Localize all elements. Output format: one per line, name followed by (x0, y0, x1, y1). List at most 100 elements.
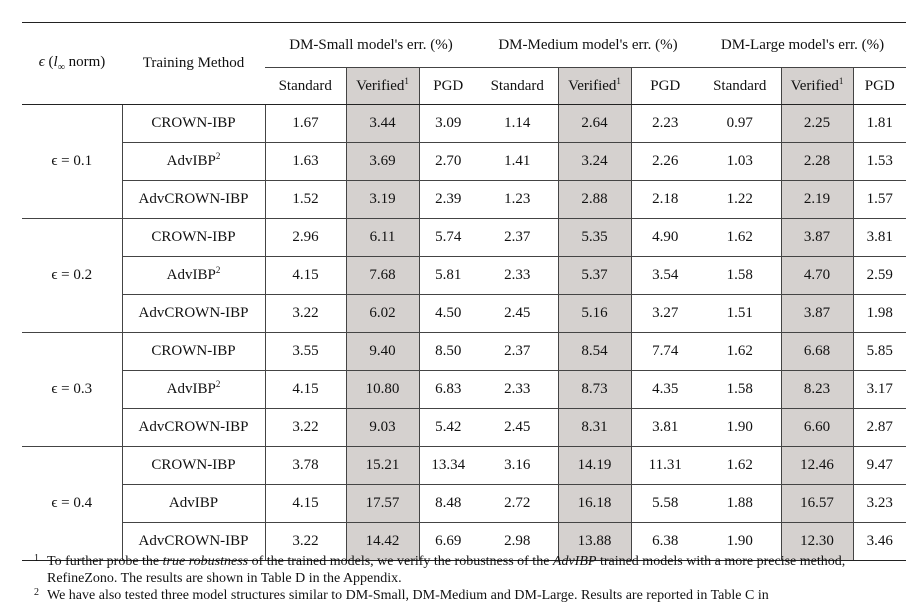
cell-large-standard: 1.58 (699, 370, 782, 409)
cell-large-pgd: 1.57 (853, 180, 906, 219)
cell-small-pgd: 2.39 (419, 180, 477, 219)
cell-large-pgd: 9.47 (853, 446, 906, 485)
cell-large-pgd: 5.85 (853, 332, 906, 371)
method-label: CROWN-IBP (151, 343, 236, 359)
method-label: AdvCROWN-IBP (138, 419, 249, 435)
method-footnote-mark: 2 (215, 265, 221, 275)
cell-medium-pgd: 4.90 (631, 218, 699, 257)
cell-small-pgd: 5.42 (419, 408, 477, 447)
cell-large-pgd: 1.98 (853, 294, 906, 333)
footnote-1-text-c: trained models with a more precise metho… (47, 554, 846, 586)
subheader-pgd-label: PGD (433, 77, 464, 94)
cell-small-verified: 14.42 (346, 522, 420, 561)
subheader-verified: Verified1 (346, 67, 420, 105)
cell-medium-verified: 5.16 (558, 294, 632, 333)
cell-medium-standard: 2.37 (477, 332, 559, 371)
cell-large-verified: 12.30 (781, 522, 854, 561)
method-cell: CROWN-IBP (122, 446, 266, 485)
cell-small-pgd: 6.69 (419, 522, 477, 561)
cell-large-pgd: 2.87 (853, 408, 906, 447)
method-footnote-mark: 2 (215, 151, 221, 161)
cell-medium-pgd: 2.26 (631, 142, 699, 181)
verified-footnote-mark: 1 (616, 75, 621, 86)
cell-small-verified: 17.57 (346, 484, 420, 523)
cell-small-verified: 3.44 (346, 104, 420, 143)
epsilon-header-l: l (53, 53, 58, 70)
method-label: AdvCROWN-IBP (138, 305, 249, 321)
footnote-1-text-b: of the trained models, we verify the rob… (248, 554, 553, 569)
cell-large-standard: 1.88 (699, 484, 782, 523)
subheader-verified-label: Verified (568, 77, 617, 94)
method-label: AdvIBP (168, 495, 219, 511)
epsilon-cell: ϵ = 0.2 (22, 218, 123, 333)
cell-medium-standard: 2.37 (477, 218, 559, 257)
method-label: CROWN-IBP (151, 457, 236, 473)
cell-small-standard: 3.22 (265, 408, 347, 447)
cell-small-standard: 4.15 (265, 484, 347, 523)
cell-medium-standard: 2.33 (477, 370, 559, 409)
method-label: CROWN-IBP (151, 115, 236, 131)
cell-large-standard: 1.62 (699, 332, 782, 371)
method-label: AdvCROWN-IBP (138, 533, 249, 549)
method-cell: AdvCROWN-IBP (122, 180, 266, 219)
cell-medium-verified: 2.88 (558, 180, 632, 219)
cell-medium-pgd: 3.81 (631, 408, 699, 447)
cell-small-pgd: 2.70 (419, 142, 477, 181)
subheader-row: Standard Verified1 PGD Standard Verified1 PGD… (22, 67, 906, 105)
epsilon-header-close: norm) (64, 53, 106, 70)
cell-medium-verified: 8.54 (558, 332, 632, 371)
subheader-standard: Standard (265, 67, 347, 105)
cell-large-verified: 6.60 (781, 408, 854, 447)
method-label: AdvCROWN-IBP (138, 191, 249, 207)
cell-medium-pgd: 3.54 (631, 256, 699, 295)
cell-large-standard: 1.51 (699, 294, 782, 333)
cell-large-verified: 4.70 (781, 256, 854, 295)
cell-medium-standard: 1.14 (477, 104, 559, 143)
table-row: AdvCROWN-IBP 3.22 6.02 4.50 2.45 5.16 3.27 1.51… (22, 294, 906, 333)
cell-large-pgd: 3.17 (853, 370, 906, 409)
results-table: ϵ (l∞ norm) Training Method DM-Small mod… (22, 22, 906, 561)
verified-footnote-mark: 1 (838, 75, 844, 86)
method-cell: CROWN-IBP (122, 104, 266, 143)
epsilon-header-sub: ∞ (57, 61, 65, 73)
table-row: ϵ = 0.3 CROWN-IBP 3.55 9.40 8.50 2.37 8.54 7.74… (22, 332, 906, 447)
cell-small-verified: 3.69 (346, 142, 420, 181)
cell-small-standard: 1.67 (265, 104, 347, 143)
method-cell: CROWN-IBP (122, 332, 266, 371)
cell-small-standard: 3.22 (265, 522, 347, 561)
cell-small-verified: 3.19 (346, 180, 420, 219)
cell-large-verified: 3.87 (781, 294, 854, 333)
cell-small-verified: 15.21 (346, 446, 420, 485)
subheader-pgd-label: PGD (864, 77, 895, 94)
subheader-standard-label: Standard (490, 77, 544, 94)
epsilon-header: ϵ (l∞ norm) (22, 22, 122, 105)
method-header: Training Method (122, 22, 265, 105)
epsilon-cell: ϵ = 0.1 (22, 104, 123, 219)
method-footnote-mark: 2 (215, 379, 221, 389)
verified-footnote-mark: 1 (404, 75, 409, 86)
cell-large-standard: 1.62 (699, 446, 782, 485)
cell-small-standard: 3.22 (265, 294, 347, 333)
table-row: ϵ = 0.1 CROWN-IBP 1.67 3.44 3.09 1.14 2.64 2.23… (22, 104, 906, 219)
footnote-1-em-a: true robustness (162, 554, 249, 569)
cell-medium-verified: 2.64 (558, 104, 632, 143)
group-header-medium: DM-Medium model's err. (%) (477, 22, 699, 68)
cell-large-verified: 3.87 (781, 218, 854, 257)
table-row: AdvCROWN-IBP 3.22 9.03 5.42 2.45 8.31 3.81 1.90… (22, 408, 906, 447)
method-cell: AdvIBP2 (122, 256, 266, 295)
method-cell: AdvCROWN-IBP (122, 294, 266, 333)
cell-medium-verified: 8.73 (558, 370, 632, 409)
cell-large-pgd: 1.53 (853, 142, 906, 181)
cell-small-verified: 6.02 (346, 294, 420, 333)
method-label: AdvIBP (166, 153, 216, 169)
method-cell: AdvCROWN-IBP (122, 408, 266, 447)
cell-large-pgd: 2.59 (853, 256, 906, 295)
cell-large-verified: 8.23 (781, 370, 854, 409)
cell-small-standard: 1.52 (265, 180, 347, 219)
cell-large-standard: 1.03 (699, 142, 782, 181)
cell-medium-pgd: 6.38 (631, 522, 699, 561)
cell-small-verified: 9.40 (346, 332, 420, 371)
footnote-2-mark: 2 (34, 587, 39, 598)
subheader-standard-label: Standard (278, 77, 332, 94)
cell-small-standard: 4.15 (265, 256, 347, 295)
